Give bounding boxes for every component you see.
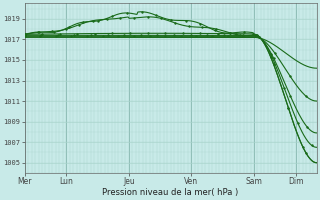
X-axis label: Pression niveau de la mer( hPa ): Pression niveau de la mer( hPa ) — [102, 188, 239, 197]
